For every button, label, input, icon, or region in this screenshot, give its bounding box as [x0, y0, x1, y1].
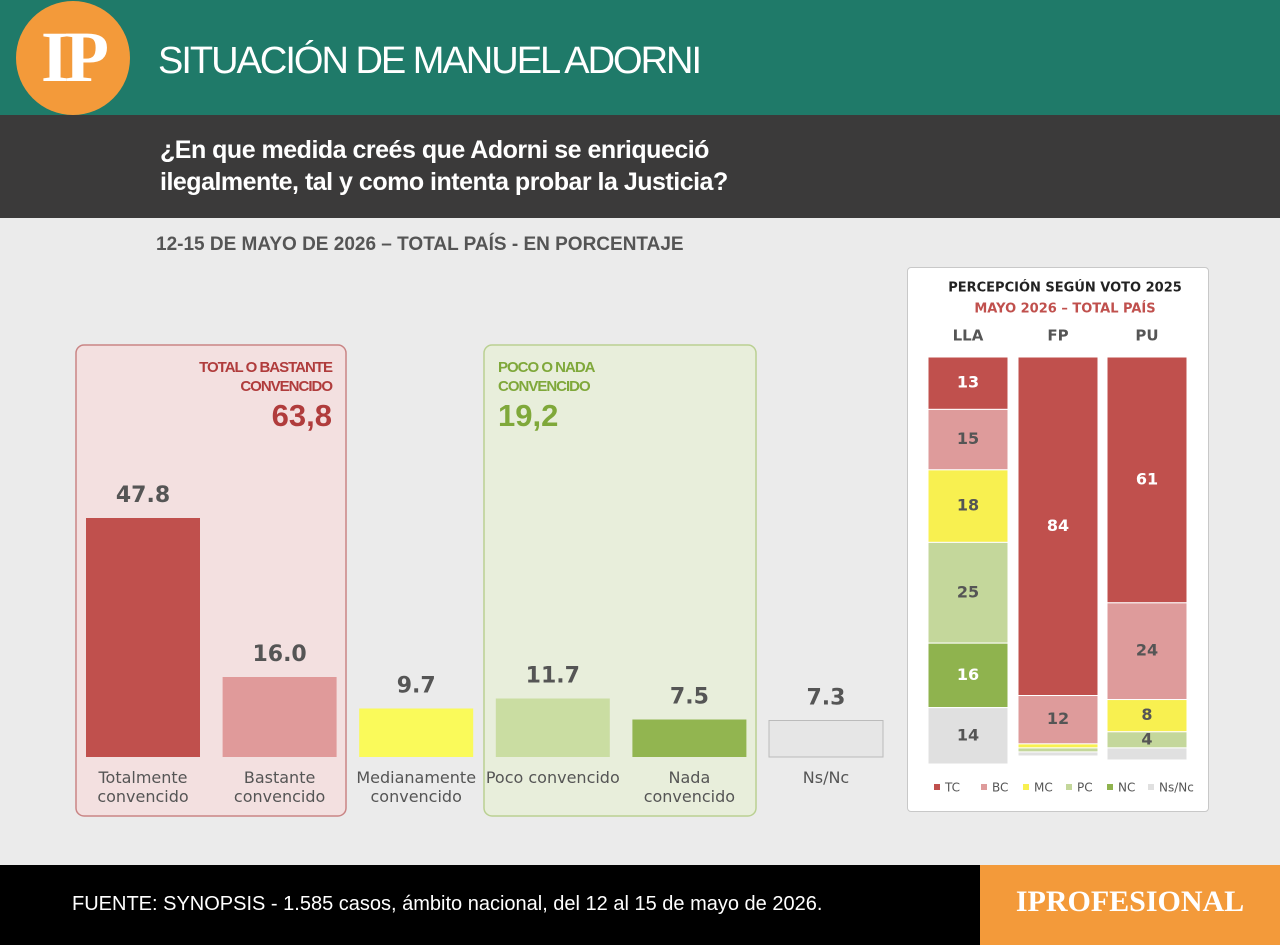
segment-label: 8 [1141, 705, 1152, 724]
category-label: Medianamente convencido [356, 768, 477, 806]
segment-label: 4 [1141, 729, 1152, 748]
legend-marker [981, 784, 987, 790]
stack-segment [1106, 356, 1188, 604]
legend-marker [1107, 784, 1113, 790]
stack-segment [927, 469, 1009, 543]
legend-marker [1023, 784, 1029, 790]
legend-label: MC [1034, 781, 1053, 795]
legend-label: TC [944, 781, 960, 795]
stack-title: PERCEPCIÓN SEGÚN VOTO 2025 [948, 280, 1182, 296]
stack-segment [1017, 747, 1099, 753]
category-label: Nada convencido [643, 768, 736, 806]
legend-label: Ns/Nc [1159, 781, 1194, 795]
legend-marker [934, 784, 940, 790]
segment-label: 84 [1047, 516, 1069, 535]
group-box [483, 344, 757, 817]
category-label: Poco convencido [485, 768, 620, 787]
title: SITUACIÓN DE MANUEL ADORNI [158, 40, 702, 82]
category-label: Totalmente convencido [97, 768, 189, 806]
category-label: Bastante convencido [233, 768, 326, 806]
stack-segment [927, 356, 1009, 410]
brand: IPROFESIONAL [1015, 885, 1245, 918]
category-label: Ns/Nc [802, 768, 850, 787]
segment-label: 16 [957, 665, 979, 684]
stack-segment [1017, 356, 1099, 697]
segment-label: 14 [957, 725, 979, 744]
legend-label: PC [1077, 781, 1093, 795]
value-label: 47.8 [116, 483, 170, 508]
value-label: 7.5 [670, 685, 709, 710]
stack-segment [1017, 751, 1099, 757]
segment-label: 15 [957, 429, 979, 448]
stack-segment [1017, 743, 1099, 749]
question-band [0, 115, 1280, 218]
bar [222, 677, 337, 757]
bar [495, 698, 610, 757]
source: FUENTE: SYNOPSIS - 1.585 casos, ámbito n… [72, 893, 823, 915]
bar [86, 518, 200, 757]
bar [632, 719, 747, 757]
subtitle: 12-15 DE MAYO DE 2026 – TOTAL PAÍS - EN … [156, 234, 684, 255]
question: ¿En que medida creés que Adorni se enriq… [160, 136, 728, 196]
logo-text: IP [41, 17, 109, 97]
value-label: 9.7 [397, 674, 436, 699]
header-band [0, 0, 1280, 115]
segment-label: 13 [957, 373, 979, 392]
group-label: TOTAL O BASTANTE CONVENCIDO [199, 359, 333, 395]
stack-subtitle: MAYO 2026 – TOTAL PAÍS [974, 301, 1155, 317]
segment-label: 61 [1136, 469, 1158, 488]
bar [768, 720, 884, 758]
stack-segment [927, 541, 1009, 644]
group-total: 19,2 [498, 398, 559, 433]
value-label: 16.0 [252, 642, 306, 667]
group-label: POCO O NADA CONVENCIDO [498, 359, 595, 395]
value-label: 11.7 [526, 664, 580, 689]
stack-segment [927, 642, 1009, 709]
legend-label: BC [992, 781, 1008, 795]
stack-category: FP [1047, 327, 1068, 345]
segment-label: 12 [1047, 709, 1069, 728]
stack-category: LLA [953, 327, 984, 345]
stack-segment [927, 707, 1009, 765]
segment-label: 24 [1136, 641, 1158, 660]
stack-segment [927, 408, 1009, 471]
segment-label: 25 [957, 582, 979, 601]
footer-brand-box [980, 865, 1280, 945]
bar [359, 708, 474, 757]
group-total: 63,8 [271, 398, 332, 433]
legend-marker [1066, 784, 1072, 790]
value-label: 7.3 [807, 686, 846, 711]
stack-category: PU [1135, 327, 1158, 345]
segment-label: 18 [957, 496, 979, 515]
stack-segment [1106, 602, 1188, 701]
logo [16, 1, 130, 115]
legend-marker [1148, 784, 1154, 790]
legend-label: NC [1118, 781, 1135, 795]
stack-segment [1106, 747, 1188, 761]
